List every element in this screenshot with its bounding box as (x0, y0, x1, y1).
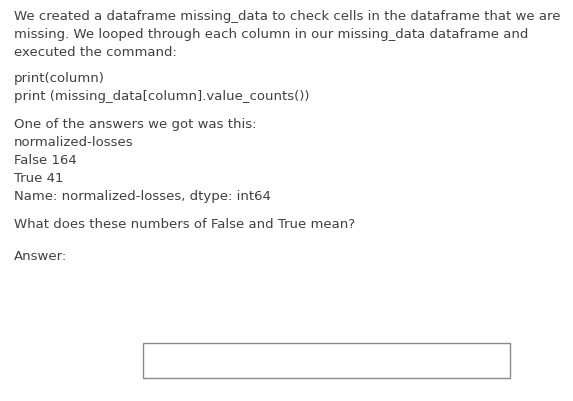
Text: What does these numbers of False and True mean?: What does these numbers of False and Tru… (14, 218, 355, 231)
Text: One of the answers we got was this:: One of the answers we got was this: (14, 118, 257, 131)
Text: True 41: True 41 (14, 172, 64, 185)
Text: missing. We looped through each column in our missing_data dataframe and: missing. We looped through each column i… (14, 28, 528, 41)
Text: print(column): print(column) (14, 72, 105, 85)
Text: print (missing_data[column].value_counts()): print (missing_data[column].value_counts… (14, 90, 309, 103)
Text: We created a dataframe missing_data to check cells in the dataframe that we are: We created a dataframe missing_data to c… (14, 10, 560, 23)
Bar (143, 343, 510, 378)
Text: Answer:: Answer: (14, 250, 67, 263)
Text: Name: normalized-losses, dtype: int64: Name: normalized-losses, dtype: int64 (14, 190, 271, 203)
Text: False 164: False 164 (14, 154, 77, 167)
Text: normalized-losses: normalized-losses (14, 136, 134, 149)
Text: executed the command:: executed the command: (14, 46, 177, 59)
